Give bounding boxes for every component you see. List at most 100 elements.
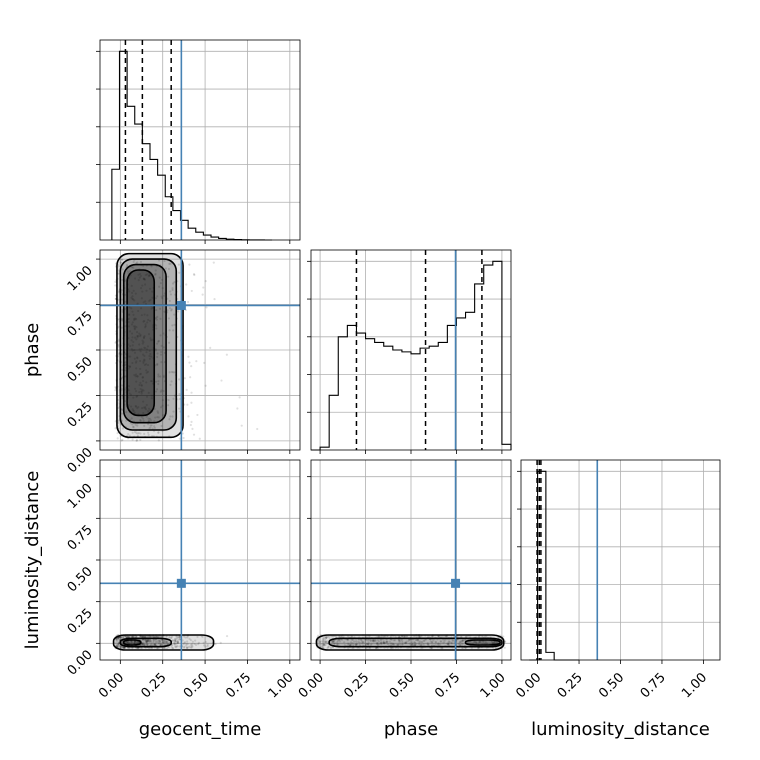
sample-point	[145, 641, 148, 644]
density-fill-2	[465, 640, 501, 645]
sample-point	[401, 642, 404, 646]
sample-point	[143, 363, 146, 367]
sample-point	[160, 350, 163, 354]
sample-point	[174, 637, 177, 640]
sample-point	[133, 641, 136, 644]
sample-point	[457, 642, 460, 646]
y-tick-label-1: 0.25	[65, 400, 96, 431]
sample-point	[327, 635, 330, 638]
sample-point	[181, 639, 184, 642]
sample-point	[136, 640, 139, 643]
sample-point	[155, 380, 158, 383]
sample-point	[188, 263, 191, 266]
sample-point	[204, 645, 207, 648]
sample-point	[178, 636, 181, 639]
sample-point	[397, 638, 401, 641]
sample-point	[178, 271, 181, 274]
sample-point	[163, 259, 166, 263]
sample-point	[144, 300, 147, 303]
sample-point	[351, 646, 354, 650]
sample-point	[331, 641, 334, 644]
sample-point	[403, 635, 407, 638]
sample-point	[335, 642, 339, 646]
sample-point	[124, 361, 127, 364]
sample-point	[136, 302, 139, 305]
sample-point	[202, 644, 206, 647]
sample-point	[392, 643, 396, 646]
sample-point	[114, 427, 117, 430]
sample-point	[139, 438, 142, 442]
sample-point	[154, 348, 157, 351]
sample-point	[337, 638, 340, 642]
sample-point	[142, 277, 145, 280]
sample-point	[446, 642, 449, 645]
sample-point	[119, 646, 122, 649]
sample-point	[139, 350, 142, 353]
sample-point	[145, 369, 148, 372]
sample-point	[451, 639, 454, 642]
sample-point	[136, 331, 139, 334]
sample-point	[362, 641, 365, 644]
sample-point	[158, 640, 161, 643]
sample-point	[147, 318, 150, 321]
sample-point	[148, 274, 151, 277]
sample-point	[136, 407, 139, 410]
sample-point	[159, 635, 162, 638]
sample-point	[139, 333, 142, 337]
sample-point	[167, 398, 170, 402]
y-axis-title-luminosity_distance: luminosity_distance	[22, 471, 43, 650]
sample-point	[139, 272, 142, 276]
panel-geocent_time-vs-luminosity_distance: 0.00 0.25 0.50 0.75 1.00 0.00 0.25 0.50 0.75 1.00	[65, 459, 301, 701]
sample-point	[320, 640, 324, 643]
density-fill-2	[123, 640, 141, 645]
sample-point	[202, 286, 205, 289]
sample-point	[459, 640, 463, 643]
sample-point	[161, 414, 165, 417]
sample-point	[120, 258, 123, 261]
sample-point	[132, 409, 135, 413]
sample-point	[142, 411, 145, 415]
sample-point	[177, 636, 180, 639]
sample-point	[134, 375, 137, 378]
sample-point	[133, 640, 137, 643]
sample-point	[132, 289, 135, 292]
sample-point	[482, 640, 485, 643]
sample-point	[158, 285, 161, 288]
density-layer	[112, 633, 229, 651]
y-tick-label-3: 0.75	[65, 523, 96, 554]
sample-point	[178, 393, 181, 396]
sample-point	[163, 639, 166, 643]
sample-point	[168, 642, 171, 645]
sample-point	[173, 394, 176, 397]
sample-point	[320, 645, 324, 648]
sample-point	[443, 640, 446, 643]
sample-point	[159, 643, 162, 647]
sample-point	[135, 338, 138, 341]
sample-point	[478, 635, 481, 638]
sample-point	[130, 640, 133, 643]
sample-point	[378, 635, 381, 638]
sample-point	[401, 639, 404, 642]
panel-geocent_time-vs-phase: 0.00 0.25 0.50 0.75 1.00	[65, 249, 301, 476]
sample-point	[155, 342, 159, 345]
sample-point	[149, 379, 153, 383]
sample-point	[151, 635, 154, 638]
sample-point	[189, 646, 192, 649]
sample-point	[352, 647, 355, 650]
sample-point	[408, 642, 411, 645]
sample-point	[159, 375, 162, 378]
sample-point	[364, 647, 368, 650]
contour-0	[116, 252, 184, 439]
sample-point	[159, 643, 163, 646]
sample-point	[401, 641, 404, 644]
sample-point	[173, 639, 177, 642]
sample-point	[126, 270, 129, 273]
sample-point	[193, 642, 196, 646]
sample-point	[154, 349, 158, 352]
sample-point	[418, 640, 421, 643]
sample-point	[352, 643, 355, 646]
sample-point	[144, 405, 147, 409]
sample-point	[124, 363, 127, 366]
sample-point	[186, 646, 189, 649]
